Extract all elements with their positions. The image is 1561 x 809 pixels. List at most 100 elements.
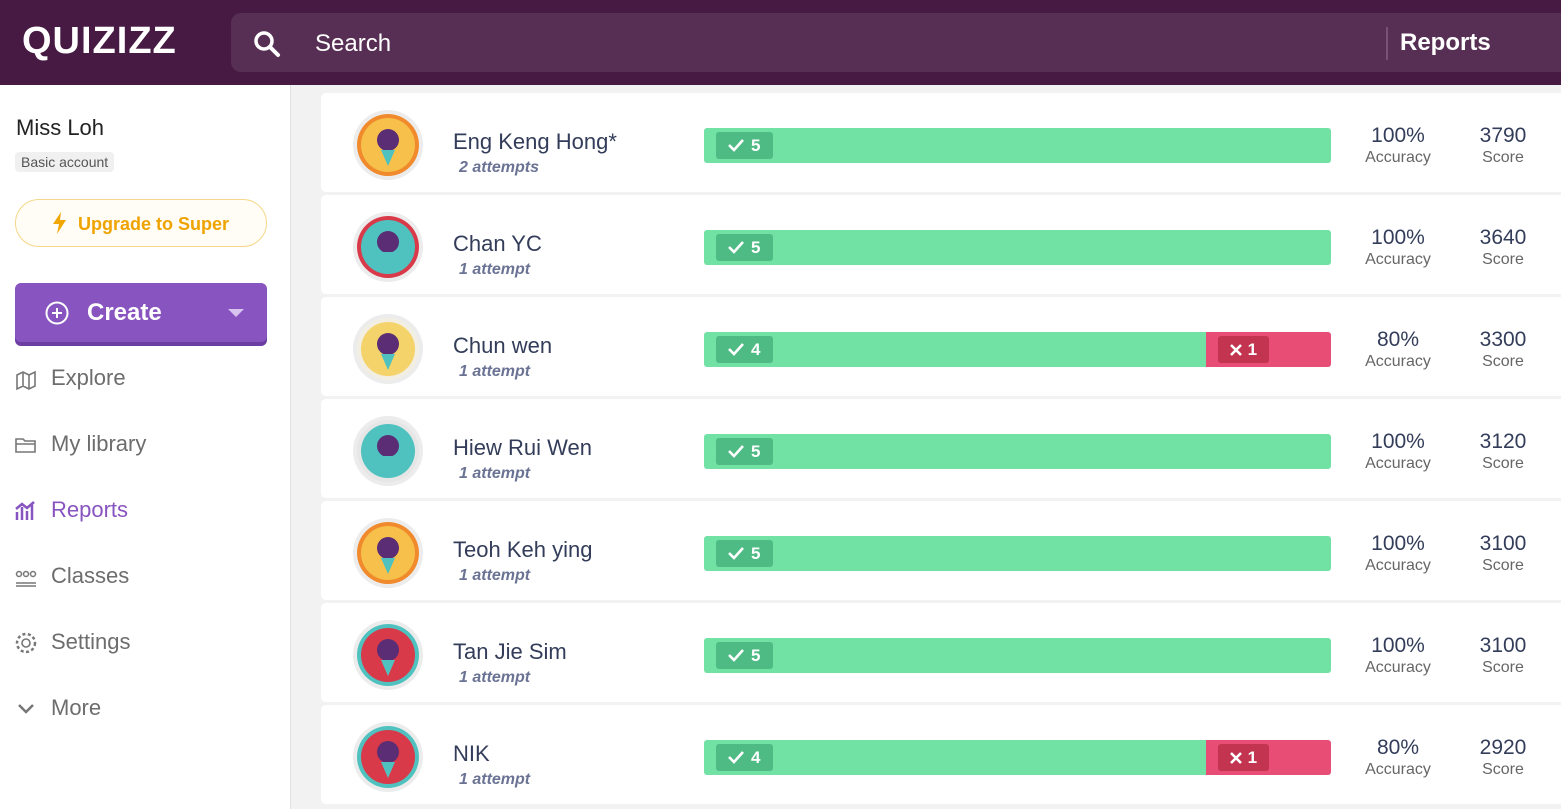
- nav-item[interactable]: More: [51, 695, 102, 720]
- search-icon: [254, 31, 280, 57]
- avatar: [351, 720, 425, 799]
- avatar: [351, 618, 425, 697]
- correct-badge: 5: [716, 540, 773, 567]
- correct-count: 5: [751, 442, 761, 461]
- attempts: 1 attempt: [459, 567, 531, 584]
- correct-count: 5: [751, 544, 761, 563]
- check-icon: [726, 748, 746, 771]
- correct-badge: 4: [716, 744, 773, 771]
- nav-icon: [14, 631, 38, 660]
- student-name: Teoh Keh ying: [453, 537, 593, 562]
- cross-icon: [1228, 342, 1244, 363]
- nav-icon: [14, 499, 38, 528]
- nav-item[interactable]: Settings: [51, 629, 131, 654]
- score-value: 3790: [1479, 124, 1527, 147]
- check-icon: [726, 544, 746, 567]
- search-bar[interactable]: Search Reports: [231, 13, 1561, 72]
- section-title: Reports: [1400, 29, 1491, 56]
- search-placeholder: Search: [315, 30, 392, 57]
- correct-badge: 5: [716, 438, 773, 465]
- correct-badge: 5: [716, 234, 773, 261]
- avatar: [351, 414, 425, 493]
- attempts: 1 attempt: [459, 465, 531, 482]
- accuracy-value: 100%: [1371, 124, 1425, 147]
- score-value: 3300: [1479, 328, 1527, 351]
- correct-bar: [704, 638, 1331, 673]
- nav-item[interactable]: Classes: [51, 563, 130, 588]
- accuracy-value: 80%: [1376, 736, 1420, 759]
- score-value: 3100: [1479, 634, 1527, 657]
- student-row[interactable]: Chan YC 1 attempt 5 100% Accuracy 3640 Score: [321, 195, 1561, 294]
- nav-icon: [14, 697, 38, 726]
- incorrect-badge: 1: [1217, 744, 1269, 771]
- check-icon: [726, 136, 746, 159]
- nav-icon: [14, 565, 38, 594]
- check-icon: [726, 646, 746, 669]
- student-row[interactable]: Teoh Keh ying 1 attempt 5 100% Accuracy 3100 S…: [321, 501, 1561, 600]
- score-label: Score: [1482, 557, 1524, 574]
- accuracy-label: Accuracy: [1365, 251, 1431, 268]
- sidebar: Miss Loh Basic account Upgrade to Super …: [0, 85, 291, 809]
- create-label: Create: [87, 299, 162, 326]
- score-value: 3100: [1479, 532, 1527, 555]
- correct-bar: [704, 332, 1206, 367]
- accuracy-value: 100%: [1371, 634, 1425, 657]
- student-row[interactable]: Chun wen 1 attempt 4 1 80% Accuracy 3300 Score: [321, 297, 1561, 396]
- nav-item[interactable]: Explore: [51, 365, 126, 390]
- correct-badge: 5: [716, 132, 773, 159]
- create-button[interactable]: Create: [15, 283, 267, 342]
- upgrade-label: Upgrade to Super: [78, 214, 230, 234]
- dropdown-icon: [228, 309, 244, 317]
- check-icon: [726, 238, 746, 261]
- student-row[interactable]: Hiew Rui Wen 1 attempt 5 100% Accuracy 3120 Sc…: [321, 399, 1561, 498]
- correct-bar: [704, 434, 1331, 469]
- correct-bar: [704, 536, 1331, 571]
- plus-icon: [45, 301, 69, 325]
- student-name: Eng Keng Hong*: [453, 129, 617, 154]
- score-label: Score: [1482, 251, 1524, 268]
- correct-bar: [704, 128, 1331, 163]
- student-name: Hiew Rui Wen: [453, 435, 592, 460]
- accuracy-label: Accuracy: [1365, 659, 1431, 676]
- accuracy-label: Accuracy: [1365, 557, 1431, 574]
- student-name: Tan Jie Sim: [453, 639, 567, 664]
- avatar: [351, 312, 425, 391]
- nav-item[interactable]: Reports: [51, 497, 129, 522]
- attempts: 1 attempt: [459, 261, 531, 278]
- accuracy-value: 100%: [1371, 430, 1425, 453]
- check-icon: [726, 340, 746, 363]
- score-value: 3640: [1479, 226, 1527, 249]
- nav-item[interactable]: My library: [51, 431, 147, 456]
- accuracy-value: 100%: [1371, 226, 1425, 249]
- score-value: 3120: [1479, 430, 1527, 453]
- student-row[interactable]: Eng Keng Hong* 2 attempts 5 100% Accuracy 379…: [321, 93, 1561, 192]
- score-label: Score: [1482, 149, 1524, 166]
- attempts: 1 attempt: [459, 669, 531, 686]
- check-icon: [726, 442, 746, 465]
- accuracy-label: Accuracy: [1365, 353, 1431, 370]
- correct-bar: [704, 230, 1331, 265]
- bolt-icon: [53, 212, 66, 234]
- correct-count: 4: [751, 340, 761, 359]
- score-label: Score: [1482, 353, 1524, 370]
- avatar: [351, 516, 425, 595]
- upgrade-button[interactable]: Upgrade to Super: [15, 199, 267, 247]
- correct-bar: [704, 740, 1206, 775]
- attempts: 1 attempt: [459, 771, 531, 788]
- accuracy-label: Accuracy: [1365, 149, 1431, 166]
- score-label: Score: [1482, 455, 1524, 472]
- account-badge: Basic account: [15, 152, 115, 172]
- avatar: [351, 108, 425, 187]
- correct-count: 5: [751, 646, 761, 665]
- incorrect-count: 1: [1247, 748, 1258, 767]
- avatar: [351, 210, 425, 289]
- student-row[interactable]: NIK 1 attempt 4 1 80% Accuracy 2920 Score: [321, 705, 1561, 804]
- accuracy-value: 100%: [1371, 532, 1425, 555]
- attempts: 1 attempt: [459, 363, 531, 380]
- logo[interactable]: QUIZIZZ: [22, 20, 177, 62]
- student-row[interactable]: Tan Jie Sim 1 attempt 5 100% Accuracy 3100 Sco…: [321, 603, 1561, 702]
- score-label: Score: [1482, 659, 1524, 676]
- attempts: 2 attempts: [459, 159, 540, 176]
- nav-icon: [14, 433, 38, 462]
